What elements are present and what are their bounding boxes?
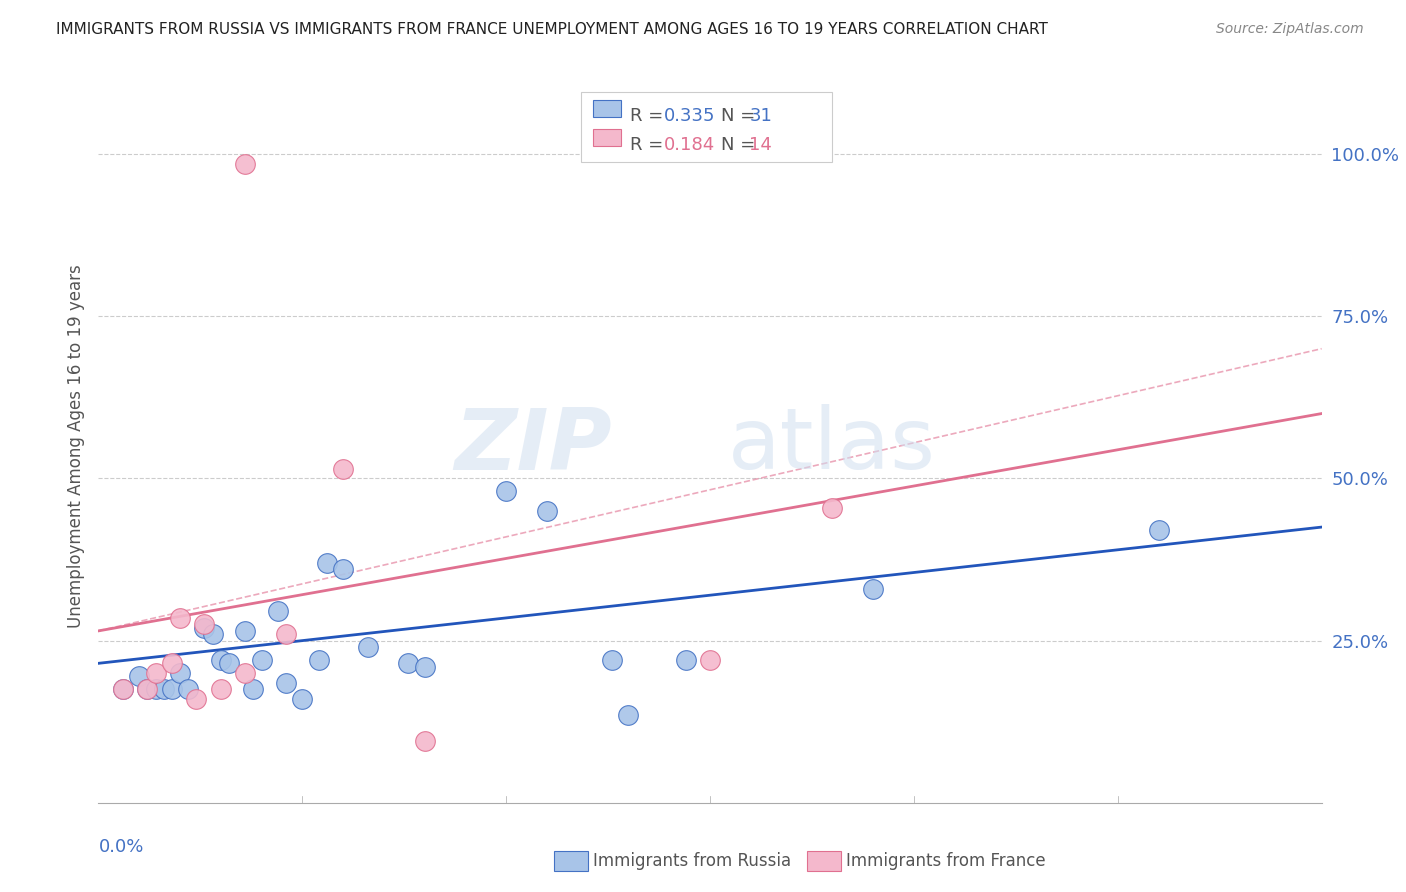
Point [250, 653, 273, 667]
Text: 14: 14 [749, 136, 772, 154]
Text: R =: R = [630, 107, 669, 125]
Point [675, 653, 697, 667]
Point [536, 504, 558, 518]
Text: ZIP: ZIP [454, 404, 612, 488]
Point [1147, 524, 1170, 538]
Point [396, 657, 419, 671]
Point [218, 657, 240, 671]
Text: atlas: atlas [728, 404, 936, 488]
Y-axis label: Unemployment Among Ages 16 to 19 years: Unemployment Among Ages 16 to 19 years [66, 264, 84, 628]
Point [413, 734, 436, 748]
Point [201, 627, 224, 641]
Point [332, 562, 354, 576]
Point [413, 659, 436, 673]
Text: IMMIGRANTS FROM RUSSIA VS IMMIGRANTS FROM FRANCE UNEMPLOYMENT AMONG AGES 16 TO 1: IMMIGRANTS FROM RUSSIA VS IMMIGRANTS FRO… [56, 22, 1047, 37]
Text: Immigrants from France: Immigrants from France [846, 852, 1046, 870]
Text: 31: 31 [749, 107, 772, 125]
Point [169, 611, 191, 625]
Point [193, 621, 215, 635]
Point [315, 556, 337, 570]
Text: R =: R = [630, 136, 669, 154]
Point [233, 157, 256, 171]
Point [160, 657, 183, 671]
Text: 0.184: 0.184 [664, 136, 714, 154]
Point [193, 617, 215, 632]
Text: N =: N = [721, 107, 761, 125]
Point [111, 682, 134, 697]
Point [821, 500, 844, 515]
Text: 0.335: 0.335 [664, 107, 716, 125]
Text: Source: ZipAtlas.com: Source: ZipAtlas.com [1216, 22, 1364, 37]
Point [356, 640, 378, 654]
Text: 0.0%: 0.0% [98, 838, 143, 856]
Point [495, 484, 517, 499]
Point [186, 692, 208, 706]
Point [136, 682, 159, 697]
Point [274, 675, 297, 690]
Point [267, 604, 290, 618]
Point [209, 653, 232, 667]
Point [169, 666, 191, 681]
Point [136, 682, 159, 697]
Point [308, 653, 330, 667]
Point [862, 582, 884, 596]
Point [617, 708, 640, 723]
Point [145, 666, 167, 681]
Point [242, 682, 264, 697]
Point [128, 669, 150, 683]
Point [233, 624, 256, 638]
Point [177, 682, 200, 697]
Point [274, 627, 297, 641]
Point [152, 682, 174, 697]
Point [600, 653, 623, 667]
Text: Immigrants from Russia: Immigrants from Russia [593, 852, 792, 870]
Point [111, 682, 134, 697]
Point [145, 682, 167, 697]
Point [160, 682, 183, 697]
Text: N =: N = [721, 136, 761, 154]
Point [209, 682, 232, 697]
Point [699, 653, 721, 667]
Point [332, 461, 354, 475]
Point [291, 692, 314, 706]
Point [233, 666, 256, 681]
